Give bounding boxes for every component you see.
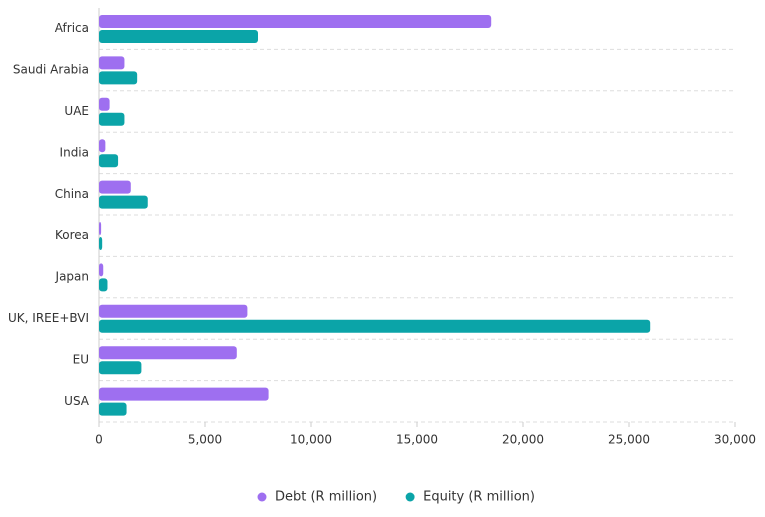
y-tick-label: USA	[64, 394, 90, 408]
bar	[99, 139, 106, 153]
bar	[99, 15, 492, 28]
bar	[99, 56, 125, 70]
y-tick-label: India	[60, 145, 89, 159]
x-tick-label: 0	[95, 433, 103, 447]
bar	[99, 30, 258, 43]
x-tick-label: 25,000	[608, 433, 650, 447]
bar	[99, 319, 651, 333]
legend-swatch	[257, 492, 267, 502]
bar	[99, 222, 102, 235]
bar	[99, 97, 110, 111]
bar	[99, 278, 108, 292]
x-tick-label: 5,000	[188, 433, 222, 447]
y-tick-label: UK, IREE+BVI	[8, 311, 89, 325]
legend-item[interactable]: Equity (R million)	[405, 490, 535, 505]
x-tick-label: 15,000	[396, 433, 438, 447]
bar	[99, 195, 148, 209]
y-tick-label: UAE	[64, 104, 89, 118]
legend-swatch	[405, 492, 415, 502]
bar	[99, 387, 269, 401]
x-tick-label: 30,000	[714, 433, 756, 447]
x-tick-label: 10,000	[290, 433, 332, 447]
y-tick-label: Korea	[55, 228, 89, 242]
legend-label: Debt (R million)	[275, 490, 377, 505]
y-tick-label: Japan	[55, 270, 89, 284]
legend: Debt (R million) Equity (R million)	[257, 490, 535, 505]
bar	[99, 112, 125, 126]
bar	[99, 402, 127, 416]
bar	[99, 154, 119, 168]
bar	[99, 71, 138, 85]
bar	[99, 304, 248, 318]
bar	[99, 361, 142, 375]
legend-item[interactable]: Debt (R million)	[257, 490, 378, 505]
y-tick-label: Saudi Arabia	[13, 63, 89, 77]
bar	[99, 237, 103, 250]
legend-label: Equity (R million)	[423, 490, 535, 505]
y-tick-label: EU	[73, 352, 89, 366]
y-tick-label: Africa	[55, 21, 89, 35]
bar	[99, 263, 104, 277]
bar	[99, 346, 237, 360]
y-tick-label: China	[55, 187, 89, 201]
x-tick-label: 20,000	[502, 433, 544, 447]
bar	[99, 180, 131, 194]
